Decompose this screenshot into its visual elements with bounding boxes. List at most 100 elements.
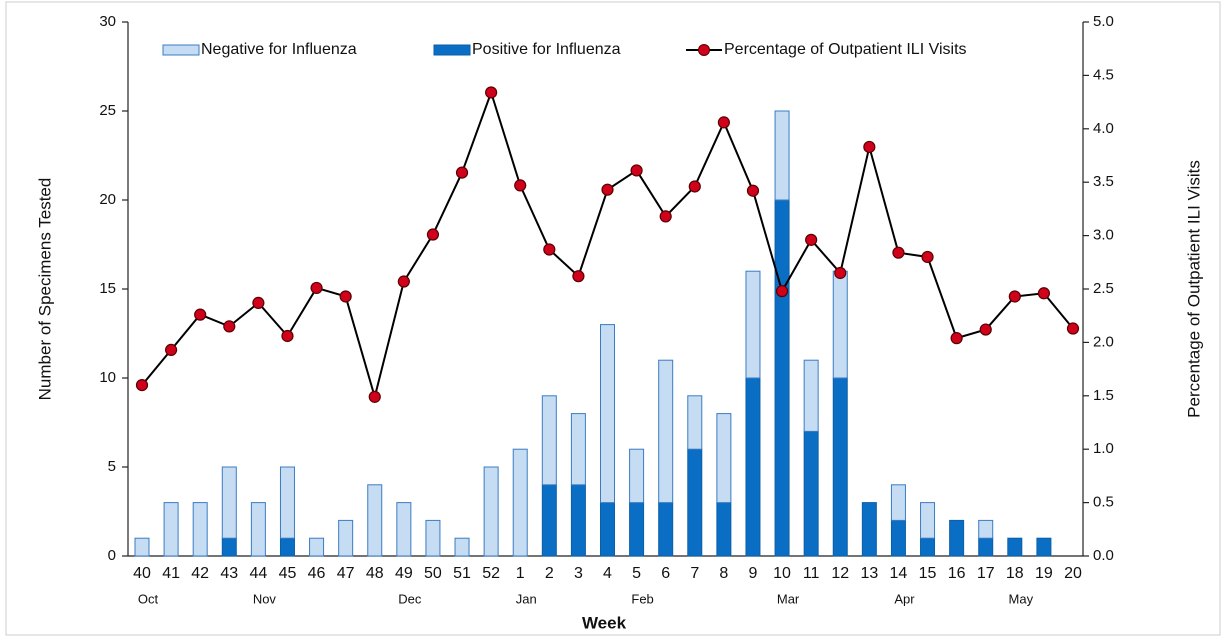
ili-marker <box>659 210 672 223</box>
y2-tick-label: 3.5 <box>1093 173 1114 190</box>
x-axis-title: Week <box>582 613 627 632</box>
bar <box>570 484 586 557</box>
bar <box>920 537 936 557</box>
bar <box>890 519 906 557</box>
bar <box>658 502 674 557</box>
ili-marker <box>834 266 847 280</box>
ili-marker <box>1066 322 1080 335</box>
bar <box>832 377 848 557</box>
x-tick-label: 2 <box>545 565 554 582</box>
y2-tick-label: 2.0 <box>1093 333 1114 350</box>
ili-marker <box>892 246 905 259</box>
y2-axis-title: Percentage of Outpatient ILI Visits <box>1184 160 1203 418</box>
y2-tick-label: 1.5 <box>1093 387 1114 404</box>
bar <box>687 395 703 450</box>
x-tick-label: 3 <box>574 565 583 582</box>
x-tick-label: 8 <box>719 565 728 582</box>
x-tick-label: 42 <box>191 565 209 582</box>
x-tick-label: 11 <box>803 565 820 582</box>
ili-marker <box>1008 290 1021 303</box>
x-tick-label: 15 <box>919 565 937 582</box>
y2-tick-label: 0.5 <box>1093 494 1114 511</box>
x-tick-label: 18 <box>1006 565 1024 582</box>
y2-tick-label: 3.0 <box>1093 227 1114 244</box>
bar <box>279 537 295 557</box>
x-tick-label: 10 <box>773 565 791 582</box>
x-tick-label: 51 <box>453 565 471 582</box>
ili-marker <box>514 179 527 192</box>
legend-label: Percentage of Outpatient ILI Visits <box>724 41 967 58</box>
bar <box>832 270 848 379</box>
ili-marker <box>688 180 701 193</box>
x-tick-label: 48 <box>366 565 384 582</box>
ili-marker <box>717 116 730 129</box>
x-tick-label: 7 <box>690 565 699 582</box>
ili-marker <box>601 183 614 196</box>
y2-tick-label: 5.0 <box>1093 13 1114 30</box>
ili-marker <box>805 233 818 246</box>
bar <box>687 448 703 557</box>
bar <box>279 466 295 539</box>
bar <box>134 537 150 557</box>
y-axis-title: Number of Specimens Tested <box>35 178 54 401</box>
bar <box>861 502 877 557</box>
bar <box>774 110 790 201</box>
ili-marker <box>194 308 207 321</box>
ili-marker <box>426 228 440 241</box>
y-tick-label: 15 <box>99 280 116 297</box>
ili-marker <box>455 166 469 179</box>
month-label: Feb <box>631 591 653 606</box>
month-label: Mar <box>777 591 800 606</box>
x-tick-label: 13 <box>860 565 878 582</box>
ili-marker <box>863 140 876 154</box>
bar <box>920 502 936 539</box>
bar <box>425 519 441 557</box>
y2-tick-label: 2.5 <box>1093 280 1114 297</box>
x-tick-label: 40 <box>133 565 151 582</box>
x-tick-label: 44 <box>249 565 267 582</box>
month-label: Jan <box>516 591 537 606</box>
x-tick-label: 1 <box>516 565 525 582</box>
y-tick-label: 25 <box>99 102 116 119</box>
month-label: Apr <box>894 591 915 606</box>
y2-tick-label: 4.5 <box>1093 66 1114 83</box>
x-tick-label: 47 <box>337 565 355 582</box>
bar <box>541 484 557 557</box>
y-tick-label: 5 <box>108 458 116 475</box>
ili-marker <box>310 281 323 295</box>
ili-marker <box>281 329 294 343</box>
bar <box>163 502 179 557</box>
bar <box>978 537 994 557</box>
bar <box>221 466 237 539</box>
y2-tick-label: 1.0 <box>1093 440 1114 457</box>
bar <box>1007 537 1023 557</box>
ili-marker <box>950 332 963 345</box>
x-tick-label: 5 <box>632 565 641 582</box>
bar <box>745 270 761 379</box>
ili-marker <box>252 296 265 309</box>
bar <box>629 502 645 557</box>
x-tick-label: 45 <box>279 565 297 582</box>
bar <box>570 413 586 486</box>
bar <box>454 537 470 557</box>
legend-label: Positive for Influenza <box>472 41 621 58</box>
bar <box>803 430 819 557</box>
bar <box>367 484 383 557</box>
x-tick-label: 19 <box>1035 565 1053 582</box>
bar <box>745 377 761 557</box>
bar <box>716 413 732 504</box>
month-label: Dec <box>398 591 422 606</box>
bar <box>890 484 906 521</box>
x-tick-label: 46 <box>308 565 326 582</box>
x-tick-label: 50 <box>424 565 442 582</box>
ili-marker <box>339 290 352 303</box>
bar <box>309 537 325 557</box>
x-tick-label: 43 <box>220 565 238 582</box>
legend-marker <box>698 44 710 56</box>
ili-marker <box>1037 287 1051 300</box>
legend-swatch <box>433 44 471 56</box>
x-tick-label: 20 <box>1064 565 1082 582</box>
bar <box>512 448 528 557</box>
x-tick-label: 6 <box>661 565 670 582</box>
